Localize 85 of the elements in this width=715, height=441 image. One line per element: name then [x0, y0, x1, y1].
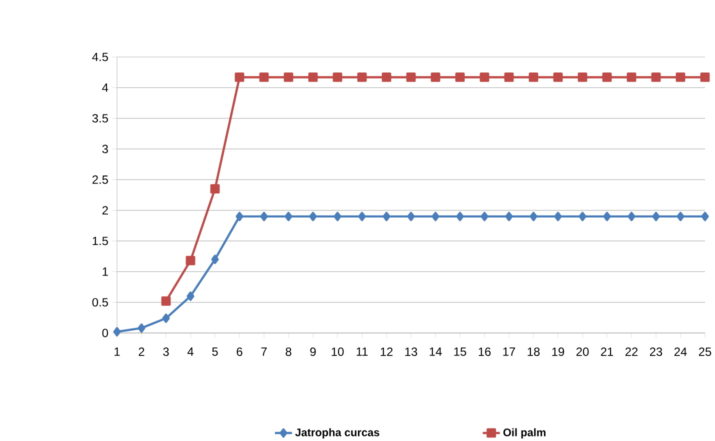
x-tick-label: 3: [163, 348, 169, 356]
point: [357, 72, 367, 82]
x-tick-label: 16: [478, 348, 491, 356]
point: [430, 72, 440, 82]
y-tick-label: 0: [102, 328, 108, 338]
y-tick-label: 3: [102, 144, 108, 154]
point: [676, 212, 684, 222]
x-tick-label: 2: [138, 348, 144, 356]
x-tick-label: 10: [332, 348, 344, 356]
point: [162, 314, 170, 323]
point: [308, 72, 318, 82]
x-tick-label: 4: [187, 348, 194, 356]
point: [236, 212, 244, 222]
point: [284, 212, 292, 222]
x-tick-label: 12: [380, 348, 393, 356]
point: [578, 212, 586, 222]
x-tick-label: 6: [236, 348, 242, 356]
point: [309, 212, 317, 222]
point: [651, 72, 661, 82]
y-tick-label: 0.5: [92, 298, 108, 307]
point: [505, 212, 513, 222]
point: [334, 212, 342, 222]
point: [407, 212, 415, 222]
point: [603, 212, 611, 222]
point: [382, 72, 392, 82]
point: [186, 291, 194, 301]
y-tick-label: 1.5: [92, 236, 108, 246]
legend-label: Oil palm: [503, 428, 546, 438]
legend-label: Jatropha curcas: [295, 428, 380, 438]
point: [456, 212, 464, 222]
x-tick-label: 13: [405, 348, 418, 356]
x-tick-label: 8: [286, 348, 292, 356]
point: [382, 212, 390, 222]
x-tick-label: 20: [576, 348, 589, 356]
point: [528, 72, 538, 82]
point: [406, 72, 416, 82]
x-tick-label: 11: [356, 348, 368, 356]
y-tick-label: 4: [102, 84, 108, 92]
point: [211, 254, 219, 264]
x-tick-label: 1: [114, 348, 120, 356]
point: [284, 72, 294, 82]
point: [480, 72, 490, 82]
y-tick-label: 2: [102, 206, 108, 214]
point: [602, 72, 612, 82]
point: [260, 212, 268, 222]
point: [455, 72, 465, 82]
point: [186, 256, 196, 266]
point: [652, 212, 660, 222]
point: [578, 72, 588, 82]
point: [480, 212, 488, 222]
point: [358, 212, 366, 222]
x-tick-label: 15: [454, 348, 466, 356]
x-tick-label: 19: [552, 348, 564, 356]
point: [138, 323, 146, 333]
point: [332, 72, 342, 82]
x-tick-label: 21: [600, 348, 614, 356]
point: [628, 212, 636, 222]
x-tick-label: 18: [528, 348, 540, 356]
y-tick-label: 2.5: [92, 175, 108, 184]
point: [504, 72, 514, 82]
x-tick-label: 23: [650, 348, 662, 356]
point: [432, 212, 440, 222]
x-tick-label: 5: [212, 348, 218, 356]
point: [530, 212, 538, 222]
point: [554, 212, 562, 222]
point: [701, 212, 709, 222]
x-tick-label: 22: [625, 348, 638, 356]
point: [676, 72, 686, 82]
x-tick-label: 9: [310, 348, 316, 356]
point: [700, 72, 710, 82]
x-tick-label: 17: [503, 348, 516, 356]
x-tick-label: 25: [698, 348, 712, 356]
x-tick-label: 24: [674, 348, 687, 356]
y-tick-label: 1: [102, 268, 108, 276]
y-tick-label: 3.5: [92, 114, 108, 123]
point: [626, 72, 636, 82]
point: [210, 184, 220, 194]
point: [113, 327, 121, 336]
point: [161, 296, 171, 306]
point: [259, 72, 269, 82]
y-tick-label: 4.5: [92, 52, 108, 62]
x-tick-label: 7: [261, 348, 267, 356]
point: [553, 72, 563, 82]
x-tick-label: 14: [430, 348, 442, 356]
point: [234, 72, 244, 82]
